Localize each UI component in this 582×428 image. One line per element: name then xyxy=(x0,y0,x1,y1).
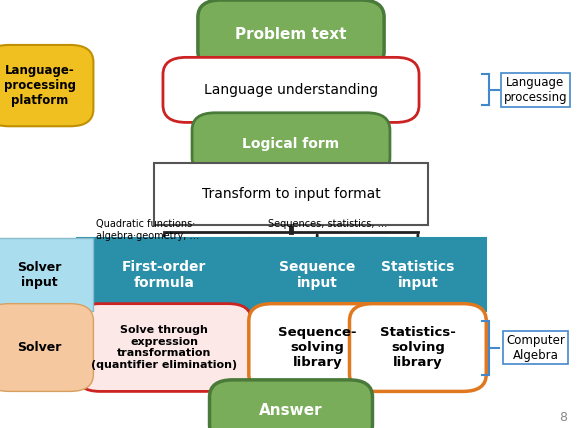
Text: Sequence
input: Sequence input xyxy=(279,260,356,290)
FancyBboxPatch shape xyxy=(0,304,93,391)
Text: Statistics-
solving
library: Statistics- solving library xyxy=(380,326,456,369)
FancyBboxPatch shape xyxy=(0,238,93,311)
FancyBboxPatch shape xyxy=(249,304,386,391)
Text: Logical form: Logical form xyxy=(243,137,339,151)
FancyBboxPatch shape xyxy=(77,238,251,311)
Text: Sequences, statistics, …: Sequences, statistics, … xyxy=(268,219,387,229)
FancyBboxPatch shape xyxy=(198,0,384,68)
Text: Quadratic functions·
algebra·geometry, …: Quadratic functions· algebra·geometry, … xyxy=(96,219,199,241)
Text: First-order
formula: First-order formula xyxy=(122,260,206,290)
FancyBboxPatch shape xyxy=(0,45,93,126)
FancyBboxPatch shape xyxy=(210,380,372,428)
Text: Transform to input format: Transform to input format xyxy=(201,187,381,201)
Text: Language-
processing
platform: Language- processing platform xyxy=(3,64,76,107)
FancyBboxPatch shape xyxy=(349,304,486,391)
Text: Problem text: Problem text xyxy=(235,27,347,42)
Text: Language
processing: Language processing xyxy=(503,76,567,104)
FancyBboxPatch shape xyxy=(249,238,386,311)
Text: Solver: Solver xyxy=(17,341,62,354)
Text: Language understanding: Language understanding xyxy=(204,83,378,97)
FancyBboxPatch shape xyxy=(163,57,419,122)
Text: Statistics
input: Statistics input xyxy=(381,260,455,290)
Text: Computer
Algebra: Computer Algebra xyxy=(506,333,565,362)
FancyBboxPatch shape xyxy=(154,163,428,225)
FancyBboxPatch shape xyxy=(77,304,251,391)
FancyBboxPatch shape xyxy=(349,238,486,311)
FancyBboxPatch shape xyxy=(192,113,390,175)
Text: Sequence-
solving
library: Sequence- solving library xyxy=(278,326,356,369)
Text: 8: 8 xyxy=(559,411,567,424)
Text: Solver
input: Solver input xyxy=(17,261,62,289)
Text: Solve through
expression
transformation
(quantifier elimination): Solve through expression transformation … xyxy=(91,325,237,370)
Text: Answer: Answer xyxy=(259,403,323,419)
